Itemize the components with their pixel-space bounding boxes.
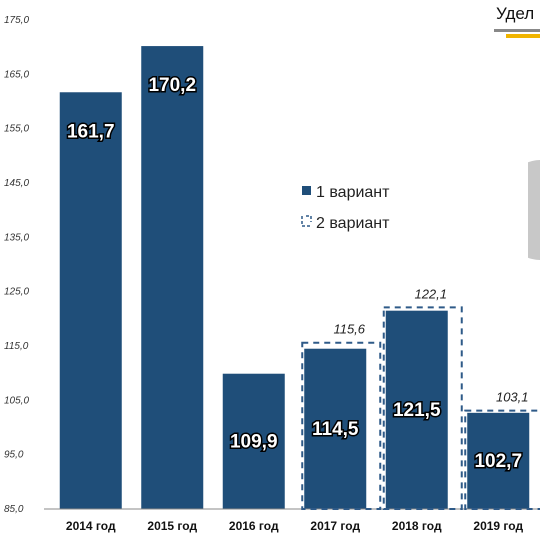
legend: 1 вариант 2 вариант	[301, 184, 390, 232]
title-underline	[494, 29, 540, 32]
series-2-value-label: 115,6	[333, 322, 365, 337]
y-tick-label: 125,0	[4, 287, 29, 298]
bar-series-1	[385, 310, 448, 509]
y-tick-label: 165,0	[4, 69, 29, 80]
x-axis-labels: 2014 год 2015 год 2016 год 2017 год 2018 год…	[66, 519, 524, 533]
bar-series-2	[301, 341, 382, 510]
legend-swatch-series-1	[302, 186, 311, 195]
y-tick-label: 145,0	[4, 178, 29, 189]
title-fragment: Удел	[496, 4, 535, 23]
y-tick-label: 155,0	[4, 124, 29, 135]
series-1-value-label: 102,7	[474, 451, 522, 472]
bar-series-1	[141, 46, 204, 509]
legend-swatch-series-2	[301, 215, 312, 227]
title-accent-bar	[506, 34, 540, 38]
y-tick-label: 175,0	[4, 15, 29, 26]
x-tick-label: 2015 год	[147, 519, 197, 533]
x-tick-label: 2019 год	[473, 519, 523, 533]
bar-series-1	[222, 373, 285, 509]
x-tick-label: 2014 год	[66, 519, 116, 533]
bar-series-2	[382, 306, 463, 510]
bar-series-1	[59, 92, 122, 509]
x-tick-label: 2018 год	[392, 519, 442, 533]
side-decoration	[528, 160, 540, 260]
y-tick-label: 105,0	[4, 395, 29, 406]
legend-label-series-2: 2 вариант	[316, 215, 390, 232]
bars-series-2: 115,6 122,1 103,1	[301, 286, 540, 511]
series-1-value-label: 121,5	[393, 400, 441, 421]
x-tick-label: 2016 год	[229, 519, 279, 533]
series-2-value-label: 122,1	[414, 286, 447, 301]
y-tick-label: 95,0	[4, 450, 24, 461]
legend-label-series-1: 1 вариант	[316, 184, 390, 201]
series-2-value-label: 103,1	[496, 390, 529, 405]
y-axis-ticks: 85,0 95,0 105,0 115,0 125,0 135,0 145,0 155,0 16…	[4, 15, 29, 515]
bar-series-1	[304, 348, 367, 509]
bar-series-1	[467, 412, 530, 509]
x-tick-label: 2017 год	[310, 519, 360, 533]
y-tick-label: 135,0	[4, 232, 29, 243]
bar-series-2	[464, 409, 540, 511]
y-tick-label: 115,0	[4, 341, 29, 352]
y-tick-label: 85,0	[4, 504, 24, 515]
bars-series-1: 161,7 170,2 109,9 114,5 121,5 102,7	[59, 46, 530, 509]
series-1-value-label: 170,2	[148, 75, 196, 96]
series-1-value-label: 109,9	[230, 431, 278, 452]
series-1-value-label: 114,5	[312, 419, 359, 440]
series-1-value-label: 161,7	[67, 121, 115, 142]
